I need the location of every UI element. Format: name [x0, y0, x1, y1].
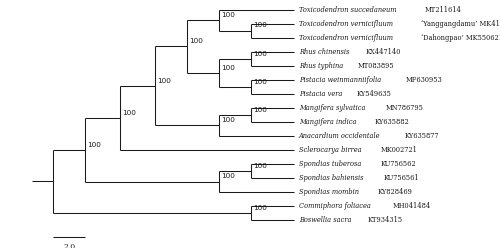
- Text: 100: 100: [254, 205, 268, 211]
- Text: 100: 100: [254, 107, 268, 113]
- Text: KU756562: KU756562: [380, 160, 416, 168]
- Text: Toxicodendron succedaneum: Toxicodendron succedaneum: [299, 5, 398, 13]
- Text: 100: 100: [254, 163, 268, 169]
- Text: Spondias tuberosa: Spondias tuberosa: [299, 160, 364, 168]
- Text: 100: 100: [254, 23, 268, 29]
- Text: 100: 100: [254, 79, 268, 85]
- Text: KY635877: KY635877: [404, 132, 439, 140]
- Text: 100: 100: [122, 110, 136, 116]
- Text: 100: 100: [157, 78, 171, 84]
- Text: MK002721: MK002721: [381, 146, 418, 154]
- Text: KU756561: KU756561: [383, 174, 419, 182]
- Text: Sclerocarya birrea: Sclerocarya birrea: [299, 146, 364, 154]
- Text: 100: 100: [222, 174, 235, 180]
- Text: KX447140: KX447140: [366, 48, 401, 56]
- Text: Spondias mombin: Spondias mombin: [299, 188, 361, 196]
- Text: 100: 100: [189, 38, 203, 44]
- Text: MH041484: MH041484: [392, 202, 431, 210]
- Text: MF630953: MF630953: [406, 76, 442, 84]
- Text: Rhus chinensis: Rhus chinensis: [299, 48, 352, 56]
- Text: 100: 100: [222, 12, 235, 18]
- Text: Toxicodendron vernicifluum: Toxicodendron vernicifluum: [299, 20, 395, 28]
- Text: Pistacia vera: Pistacia vera: [299, 90, 344, 98]
- Text: MN786795: MN786795: [386, 104, 424, 112]
- Text: KY635882: KY635882: [374, 118, 409, 126]
- Text: Rhus typhina: Rhus typhina: [299, 62, 346, 70]
- Text: 100: 100: [254, 51, 268, 57]
- Text: Pistacia weinmanniifolia: Pistacia weinmanniifolia: [299, 76, 384, 84]
- Text: MT211614: MT211614: [425, 5, 462, 13]
- Text: Commiphora foliacea: Commiphora foliacea: [299, 202, 373, 210]
- Text: KT934315: KT934315: [368, 216, 403, 224]
- Text: ‘Dahongpao’ MK550621: ‘Dahongpao’ MK550621: [420, 33, 500, 42]
- Text: 100: 100: [88, 142, 102, 148]
- Text: Spondias bahiensis: Spondias bahiensis: [299, 174, 366, 182]
- Text: Mangifera sylvatica: Mangifera sylvatica: [299, 104, 368, 112]
- Text: Toxicodendron vernicifluum: Toxicodendron vernicifluum: [299, 33, 395, 42]
- Text: MT083895: MT083895: [358, 62, 395, 70]
- Text: 2.0: 2.0: [63, 244, 76, 248]
- Text: 100: 100: [222, 65, 235, 71]
- Text: 100: 100: [222, 117, 235, 123]
- Text: KY549635: KY549635: [356, 90, 392, 98]
- Text: KY828469: KY828469: [378, 188, 412, 196]
- Text: Mangifera indica: Mangifera indica: [299, 118, 358, 126]
- Text: Anacardium occidentale: Anacardium occidentale: [299, 132, 382, 140]
- Text: Boswellia sacra: Boswellia sacra: [299, 216, 354, 224]
- Text: ‘Yanggangdamu’ MK419151: ‘Yanggangdamu’ MK419151: [420, 20, 500, 28]
